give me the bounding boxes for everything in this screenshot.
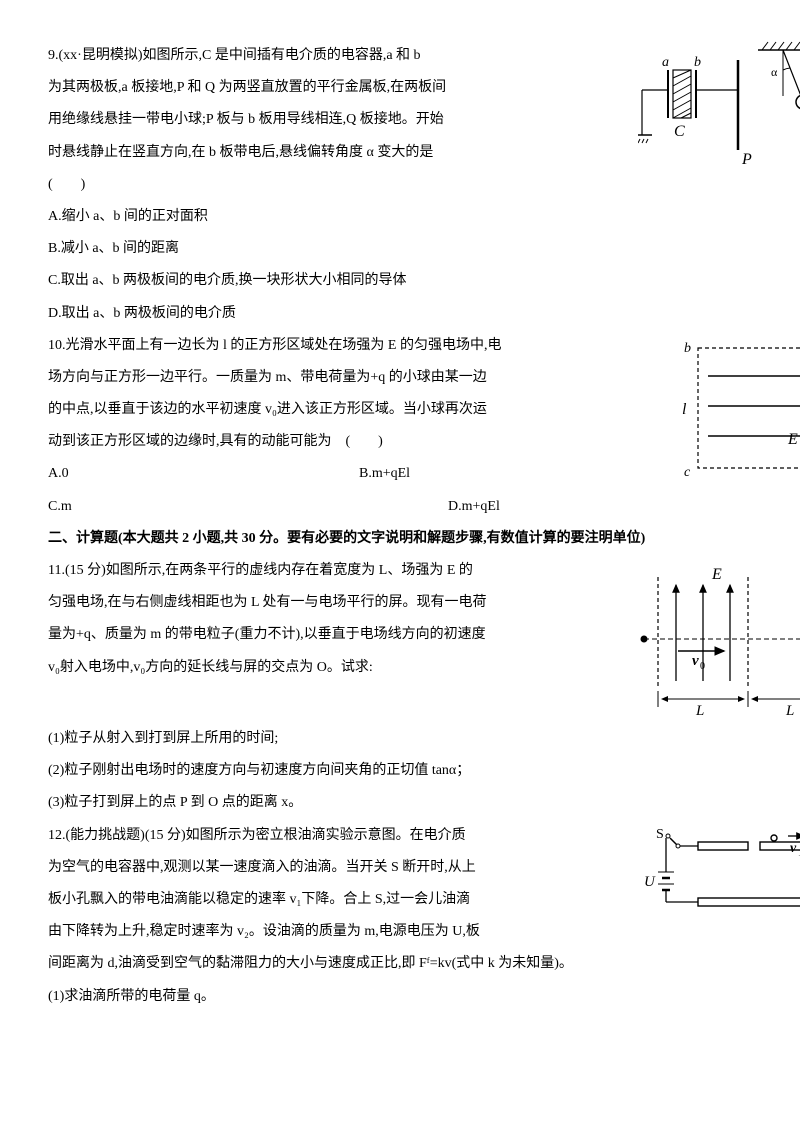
svg-text:v: v	[790, 841, 797, 856]
q9-option-c: C.取出 a、b 两极板间的电介质,换一块形状大小相同的导体	[48, 265, 800, 297]
q10-figure: b a c d l E	[678, 336, 800, 486]
svg-text:a: a	[662, 55, 669, 70]
question-11: 屏 E O v 0 L L 11.(15 分)如图所示,在两条平行的虚线内存在着…	[48, 555, 800, 820]
question-10: b a c d l E 10.光滑水平面上有一边长为 l 的正方形区域处在场强为…	[48, 330, 800, 523]
section-2-heading: 二、计算题(本大题共 2 小题,共 30 分。要有必要的文字说明和解题步骤,有数…	[48, 523, 800, 555]
q9-option-a: A.缩小 a、b 间的正对面积	[48, 201, 800, 233]
svg-text:S: S	[656, 827, 664, 842]
q12-figure: v 1 d S U	[638, 824, 800, 934]
q12-part1: (1)求油滴所带的电荷量 q。	[48, 981, 800, 1013]
q9-option-b: B.减小 a、b 间的距离	[48, 233, 800, 265]
q12-stem-line5: 间距离为 d,油滴受到空气的黏滞阻力的大小与速度成正比,即 Fᶠ=kv(式中 k…	[48, 948, 800, 980]
svg-text:U: U	[644, 874, 656, 890]
question-12: v 1 d S U 12.(能力挑战题)(15 分)如图所示为密立根油滴实验示意…	[48, 820, 800, 1013]
svg-text:P: P	[741, 151, 752, 168]
q11-part3: (3)粒子打到屏上的点 P 到 O 点的距离 x。	[48, 787, 800, 819]
q9-option-d: D.取出 a、b 两极板间的电介质	[48, 298, 800, 330]
svg-text:E: E	[787, 431, 798, 448]
svg-text:E: E	[711, 566, 722, 583]
svg-text:b: b	[684, 341, 691, 356]
svg-text:0: 0	[700, 661, 705, 672]
q10-option-b: B.m+qEl	[359, 458, 670, 490]
q10-option-a: A.0	[48, 458, 359, 490]
q10-options-row1: A.0 B.m+qEl	[48, 458, 670, 490]
q11-part1: (1)粒子从射入到打到屏上所用的时间;	[48, 723, 800, 755]
svg-text:c: c	[684, 465, 691, 480]
svg-text:l: l	[682, 401, 687, 418]
q11-part2: (2)粒子刚射出电场时的速度方向与初速度方向间夹角的正切值 tanα；	[48, 755, 800, 787]
q10-option-c: C.m	[48, 491, 448, 523]
svg-text:α: α	[771, 65, 778, 79]
svg-text:C: C	[674, 123, 685, 140]
q10-option-d: D.m+qEl	[448, 491, 800, 523]
q10-options-row2: C.m D.m+qEl	[48, 491, 800, 523]
svg-text:b: b	[694, 55, 701, 70]
q9-stem-line5: ( )	[48, 169, 800, 201]
question-9: a b C P Q	[48, 40, 800, 330]
q9-figure: a b C P Q	[638, 40, 800, 170]
svg-text:v: v	[692, 653, 699, 669]
svg-text:L: L	[785, 703, 794, 719]
q11-figure: 屏 E O v 0 L L	[638, 559, 800, 719]
svg-text:L: L	[695, 703, 704, 719]
